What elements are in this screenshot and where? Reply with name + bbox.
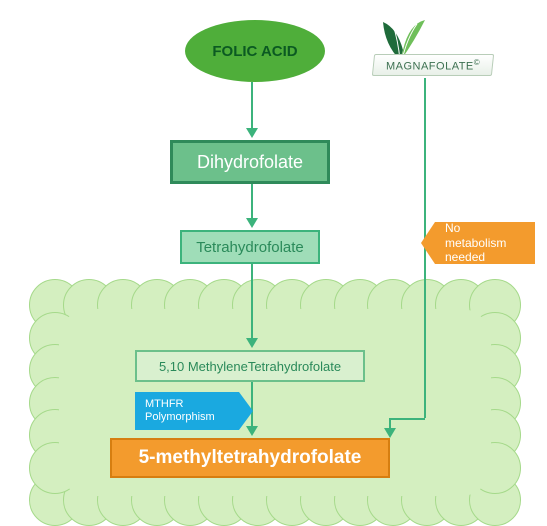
tag-mthfr: MTHFR Polymorphism bbox=[135, 392, 239, 430]
magnafolate-ribbon: MAGNAFOLATE© bbox=[372, 54, 494, 76]
magnafolate-superscript: © bbox=[474, 58, 480, 67]
node-dihydrofolate: Dihydrofolate bbox=[170, 140, 330, 184]
arrow-head bbox=[384, 428, 396, 438]
edge-dihydrofolate-tetrahydrofolate bbox=[251, 184, 253, 220]
node-folic_acid: FOLIC ACID bbox=[185, 20, 325, 82]
edge-tetrahydrofolate-methylene_thf bbox=[251, 264, 253, 340]
arrow-head bbox=[246, 128, 258, 138]
edge-folic_acid-dihydrofolate bbox=[251, 82, 253, 130]
node-five_mthf: 5-methyltetrahydrofolate bbox=[110, 438, 390, 478]
arrow-head bbox=[246, 338, 258, 348]
node-tetrahydrofolate: Tetrahydrofolate bbox=[180, 230, 320, 264]
arrow-head bbox=[246, 218, 258, 228]
node-methylene_thf: 5,10 MethyleneTetrahydrofolate bbox=[135, 350, 365, 382]
magnafolate-label: MAGNAFOLATE© bbox=[386, 58, 480, 73]
tag-no_metabolism: No metabolism needed bbox=[435, 222, 535, 264]
